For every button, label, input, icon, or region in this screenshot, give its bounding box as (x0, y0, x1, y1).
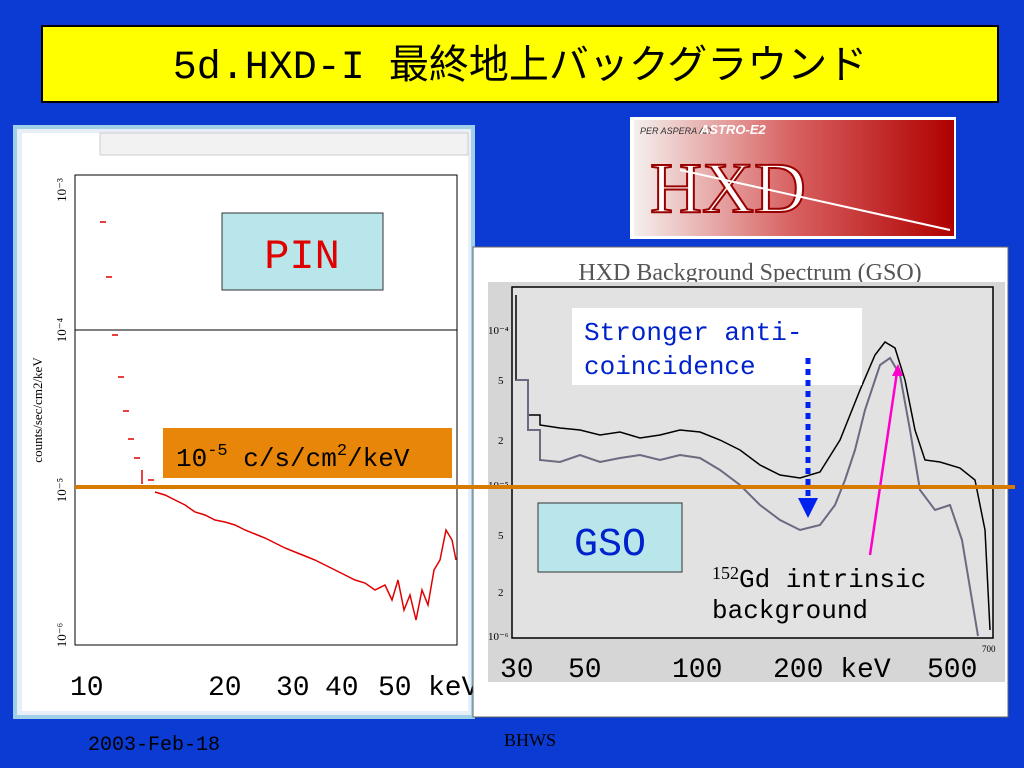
level-exp: -5 (207, 442, 227, 461)
y-tick-label: 5 (498, 375, 504, 387)
logo-motto: PER ASPERA AD (640, 126, 712, 136)
logo-name: HXD (650, 148, 806, 228)
footer-venue: BHWS (504, 730, 556, 750)
anti-note-line: Stronger anti- (584, 318, 802, 348)
gd-line: Gd intrinsic (739, 565, 926, 595)
pin-label: PIN (264, 233, 340, 281)
x-tick-label: 20 (208, 673, 242, 704)
level-unit-exp: 2 (337, 442, 347, 461)
title-box (41, 25, 999, 103)
gd-mass: 152 (712, 563, 739, 583)
x-tick-label: 30 (500, 655, 534, 686)
pin-spectrum (100, 221, 457, 621)
y-tick-label: 10⁻⁶ (488, 631, 509, 643)
logo-streak (679, 169, 951, 231)
pin-y-ticks: 10⁻³ 10⁻⁴ 10⁻⁵ 10⁻⁶ (54, 178, 69, 647)
level-label-box (163, 428, 452, 478)
gso-spectrum-new (516, 356, 979, 637)
logo-mission: ASTRO-E2 (699, 122, 767, 137)
gso-x-labels: 30 50 100 200 keV 500 (500, 655, 977, 686)
x-tick-label: 50 (378, 673, 412, 704)
pin-x-label-box (60, 655, 465, 710)
gso-label: GSO (574, 523, 646, 568)
gso-spectrum-old (515, 295, 991, 631)
gd-note: 152Gd intrinsic (712, 563, 926, 595)
y-tick-label: 5 (498, 530, 504, 542)
x-tick-label: 30 (276, 673, 310, 704)
x-tick-label: 50 (568, 655, 602, 686)
x-tick-label: 40 (325, 673, 359, 704)
level-label: 10-5 c/s/cm2/keV (176, 442, 410, 474)
gso-label-box (537, 502, 683, 573)
gso-y-ticks: 10⁻⁴ 5 2 10⁻⁵ 5 2 10⁻⁶ (488, 325, 509, 643)
y-tick-label: 10⁻⁵ (54, 478, 69, 502)
level-unit-tail: /keV (347, 444, 410, 474)
gd-pointer-head (892, 364, 903, 376)
y-tick-label: 10⁻³ (54, 178, 69, 202)
y-tick-label: 2 (498, 587, 504, 599)
y-tick-label: 10⁻⁴ (488, 325, 509, 337)
x-tick-label: 700 (982, 644, 996, 654)
x-tick-label: 100 (672, 655, 722, 686)
x-tick-label: 10 (70, 673, 104, 704)
anti-note-line: coincidence (584, 352, 756, 382)
gso-title: HXD Background Spectrum (GSO) (578, 260, 921, 286)
slide-title: 5d.HXD-I 最終地上バックグラウンド (173, 44, 867, 91)
x-tick-label: 500 (927, 655, 977, 686)
y-tick-label: 10⁻⁶ (54, 623, 69, 647)
x-tick-label: 200 keV (773, 655, 891, 686)
y-tick-label: 2 (498, 435, 504, 447)
pin-topbar (99, 132, 469, 156)
level-unit: c/s/cm (228, 444, 337, 474)
anti-arrowhead (798, 498, 818, 518)
x-tick-label: keV (428, 673, 479, 704)
gd-note-line: background (712, 596, 868, 626)
pin-label-box (221, 212, 384, 291)
pin-x-labels: 10 20 30 40 50 keV (70, 673, 479, 704)
y-tick-label: 10⁻⁴ (54, 317, 69, 342)
pin-y-axis-label: counts/sec/cm2/keV (30, 357, 45, 463)
logo-bg (634, 120, 954, 236)
footer-date: 2003-Feb-18 (88, 734, 220, 757)
gd-pointer (868, 371, 899, 556)
anti-note-box (572, 308, 862, 385)
level-base: 10 (176, 444, 207, 474)
